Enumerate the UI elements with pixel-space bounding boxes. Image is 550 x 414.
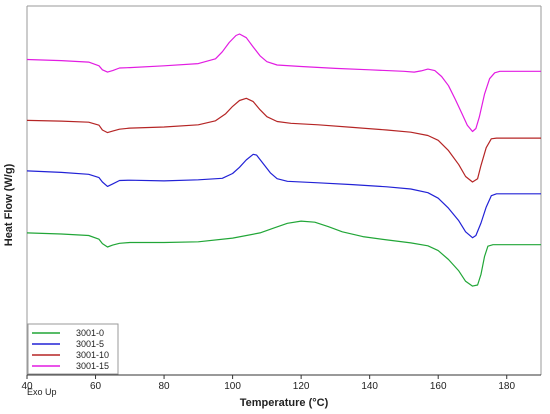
legend-label: 3001-0 — [76, 328, 104, 338]
x-tick-label: 140 — [361, 381, 378, 392]
x-tick-label: 60 — [90, 381, 102, 392]
legend-label: 3001-5 — [76, 339, 104, 349]
legend-label: 3001-15 — [76, 361, 109, 371]
x-tick-label: 180 — [498, 381, 515, 392]
x-tick-label: 160 — [430, 381, 447, 392]
legend-label: 3001-10 — [76, 350, 109, 360]
series-line-3001-0 — [26, 220, 541, 287]
x-tick-label: 40 — [21, 381, 33, 392]
x-tick-label: 120 — [293, 381, 310, 392]
series-line-3001-10 — [26, 97, 541, 183]
series-curves — [26, 33, 541, 287]
series-line-3001-5 — [26, 153, 541, 239]
x-axis-ticks: 40 60 80 100 120 140 160 180 — [21, 375, 516, 392]
x-axis-title: Temperature (°C) — [240, 397, 329, 409]
series-line-3001-15 — [26, 33, 541, 133]
x-tick-label: 80 — [159, 381, 171, 392]
exo-up-annotation: Exo Up — [27, 387, 57, 397]
y-axis-title: Heat Flow (W/g) — [3, 163, 15, 246]
x-tick-label: 100 — [224, 381, 241, 392]
